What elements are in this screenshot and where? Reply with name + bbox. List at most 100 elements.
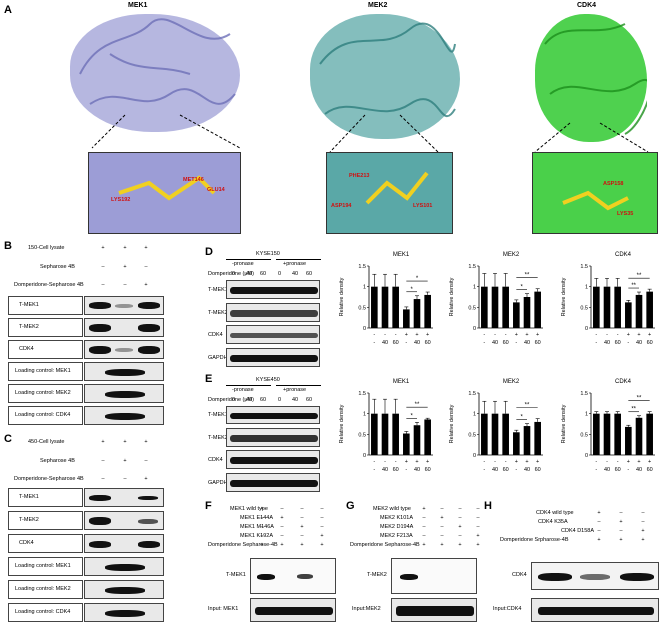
panel-label-h: H [484, 500, 492, 512]
western-blot [84, 362, 164, 381]
domperidone-dose: 40 [382, 467, 388, 473]
domperidone-dose: - [515, 467, 517, 473]
blot-label: T-MEK2 [19, 517, 39, 523]
y-tick-label: 0 [363, 453, 366, 459]
residue-label: PHE213 [349, 173, 370, 179]
bar [614, 413, 621, 455]
domperidone-dose: 60 [503, 467, 509, 473]
bar [381, 413, 389, 455]
sign: – [101, 476, 105, 482]
domperidone-dose: 40 [604, 467, 610, 473]
western-blot [84, 340, 164, 359]
domperidone-dose: - [483, 340, 485, 346]
significance-label: ** [525, 273, 530, 279]
domperidone-dose: 60 [535, 467, 541, 473]
domperidone-dose: - [595, 467, 597, 473]
domperidone-dose: - [627, 467, 629, 473]
bar [593, 286, 600, 328]
pronase-sign: + [637, 332, 640, 338]
residue-label: LYS101 [413, 203, 433, 209]
structure-title-mek1: MEK1 [128, 2, 148, 9]
blot-label: Loading control: CDK4 [15, 609, 71, 615]
blot-label: CDK4 [19, 346, 34, 352]
blot-label: GAPDH [208, 480, 228, 486]
y-tick-label: 0.5 [468, 432, 476, 438]
y-tick-label: 0.5 [468, 305, 476, 311]
bar [381, 286, 389, 328]
residue-label: MET146 [183, 177, 204, 183]
sign: – [101, 264, 105, 270]
condition-label: MEK1 M146A [240, 524, 274, 530]
blot-label: T-MEK1 [19, 302, 39, 308]
bar [593, 413, 600, 455]
panel-label-d: D [205, 246, 213, 258]
domperidone-dose: 60 [615, 340, 621, 346]
residue-label: GLU14 [207, 187, 225, 193]
chart-title: MEK2 [503, 252, 520, 258]
sign: – [101, 282, 105, 288]
bar [635, 417, 643, 455]
y-tick-label: 0 [473, 326, 476, 332]
condition-label: MEK2 F213A [380, 533, 413, 539]
sign-grid: + – – – – + – – – – + – – – – + + + + + [422, 506, 480, 548]
western-blot [391, 558, 477, 594]
pronase-sign: - [617, 459, 619, 465]
y-tick-label: 1.5 [580, 264, 588, 270]
residue-label: ASP194 [331, 203, 352, 209]
mek1-zoom-view: MET146 LYS192 GLU14 [88, 152, 241, 234]
y-tick-label: 1.5 [358, 391, 366, 397]
cell-line-title: KYSE150 [256, 251, 280, 257]
western-blot [84, 534, 164, 553]
bar [481, 413, 488, 455]
pronase-sign: - [494, 459, 496, 465]
sign: + [144, 282, 148, 288]
group-label: +pronase [283, 261, 307, 267]
pronase-sign: - [483, 459, 485, 465]
mek1-protein-structure [70, 14, 240, 132]
blot-label: Loading control: MEK2 [15, 586, 71, 592]
domperidone-dose: 40 [636, 340, 642, 346]
western-blot [226, 428, 320, 447]
pronase-sign: + [648, 459, 651, 465]
pronase-sign: - [494, 332, 496, 338]
mek2-zoom-lines [329, 114, 439, 153]
sign: + [101, 245, 105, 251]
domperidone-dose: - [373, 467, 375, 473]
pronase-sign: + [627, 459, 630, 465]
chart-title: CDK4 [615, 379, 632, 385]
domperidone-dose: - [595, 340, 597, 346]
bar [413, 425, 421, 455]
domperidone-dose: 40 [414, 467, 420, 473]
western-blot [226, 348, 320, 367]
pronase-sign: + [426, 332, 429, 338]
bar [481, 286, 488, 328]
y-tick-label: 1.5 [580, 391, 588, 397]
domperidone-dose: 60 [393, 340, 399, 346]
panel-label-c: C [4, 433, 12, 445]
blot-label: Input:MEK2 [352, 606, 381, 612]
sign: – [144, 264, 148, 270]
condition-label: Domperidone Srpharose-4B [500, 537, 569, 543]
sign: + [144, 245, 148, 251]
western-blot [84, 296, 164, 315]
bar [392, 413, 399, 455]
mek2-ligand [365, 171, 429, 205]
western-blot [84, 603, 164, 622]
structure-title-mek2: MEK2 [368, 2, 388, 9]
pronase-sign: - [373, 459, 375, 465]
bar [603, 413, 611, 455]
domperidone-dose: 60 [647, 340, 653, 346]
sign: + [123, 458, 127, 464]
significance-label: * [520, 415, 523, 421]
y-axis-label: Relative density [449, 277, 455, 316]
domperidone-dose: - [373, 340, 375, 346]
condition-label: CDK4 D158A [561, 528, 595, 534]
blot-label: Input:CDK4 [493, 606, 522, 612]
cdk4-zoom-view: ASP158 LYS35 [532, 152, 658, 234]
pronase-sign: - [373, 332, 375, 338]
pronase-sign: - [595, 459, 597, 465]
western-blot [250, 558, 336, 594]
pronase-sign: - [505, 459, 507, 465]
